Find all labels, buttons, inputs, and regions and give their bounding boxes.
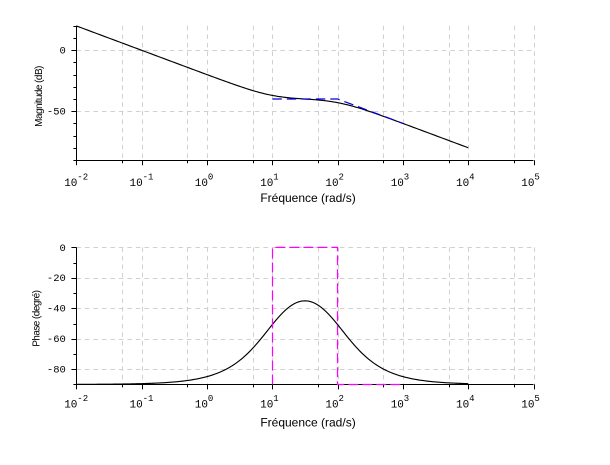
svg-text:5: 5 bbox=[534, 172, 539, 182]
svg-text:-60: -60 bbox=[47, 334, 66, 346]
svg-text:-40: -40 bbox=[47, 304, 66, 316]
svg-text:-1: -1 bbox=[143, 172, 154, 182]
svg-text:3: 3 bbox=[404, 394, 409, 404]
svg-text:3: 3 bbox=[404, 172, 409, 182]
svg-text:2: 2 bbox=[339, 172, 344, 182]
svg-text:Phase (degré): Phase (degré) bbox=[32, 290, 43, 346]
svg-text:10: 10 bbox=[130, 178, 143, 190]
svg-text:Magnitude (dB): Magnitude (dB) bbox=[34, 66, 45, 127]
svg-text:10: 10 bbox=[325, 400, 338, 412]
svg-text:-1: -1 bbox=[143, 394, 154, 404]
svg-text:5: 5 bbox=[534, 394, 539, 404]
svg-text:10: 10 bbox=[325, 178, 338, 190]
svg-text:10: 10 bbox=[260, 400, 273, 412]
svg-text:10: 10 bbox=[391, 400, 404, 412]
svg-text:0: 0 bbox=[59, 46, 65, 58]
svg-text:-80: -80 bbox=[47, 365, 66, 377]
svg-text:-50: -50 bbox=[47, 107, 66, 119]
svg-text:10: 10 bbox=[391, 178, 404, 190]
svg-text:-2: -2 bbox=[77, 394, 88, 404]
svg-text:1: 1 bbox=[273, 394, 278, 404]
svg-text:10: 10 bbox=[456, 400, 469, 412]
svg-text:10: 10 bbox=[64, 178, 77, 190]
svg-text:-20: -20 bbox=[47, 273, 66, 285]
svg-text:1: 1 bbox=[273, 172, 278, 182]
svg-text:Fréquence (rad/s): Fréquence (rad/s) bbox=[260, 191, 355, 205]
svg-text:2: 2 bbox=[339, 394, 344, 404]
svg-text:0: 0 bbox=[59, 243, 65, 255]
svg-text:0: 0 bbox=[208, 172, 213, 182]
svg-text:0: 0 bbox=[208, 394, 213, 404]
svg-text:10: 10 bbox=[64, 400, 77, 412]
svg-text:10: 10 bbox=[195, 400, 208, 412]
svg-text:10: 10 bbox=[130, 400, 143, 412]
svg-text:10: 10 bbox=[260, 178, 273, 190]
svg-text:4: 4 bbox=[469, 394, 474, 404]
svg-text:10: 10 bbox=[456, 178, 469, 190]
svg-text:10: 10 bbox=[195, 178, 208, 190]
svg-text:-2: -2 bbox=[77, 172, 88, 182]
svg-text:4: 4 bbox=[469, 172, 474, 182]
svg-text:10: 10 bbox=[521, 178, 534, 190]
svg-text:10: 10 bbox=[521, 400, 534, 412]
svg-text:Fréquence (rad/s): Fréquence (rad/s) bbox=[260, 415, 355, 429]
